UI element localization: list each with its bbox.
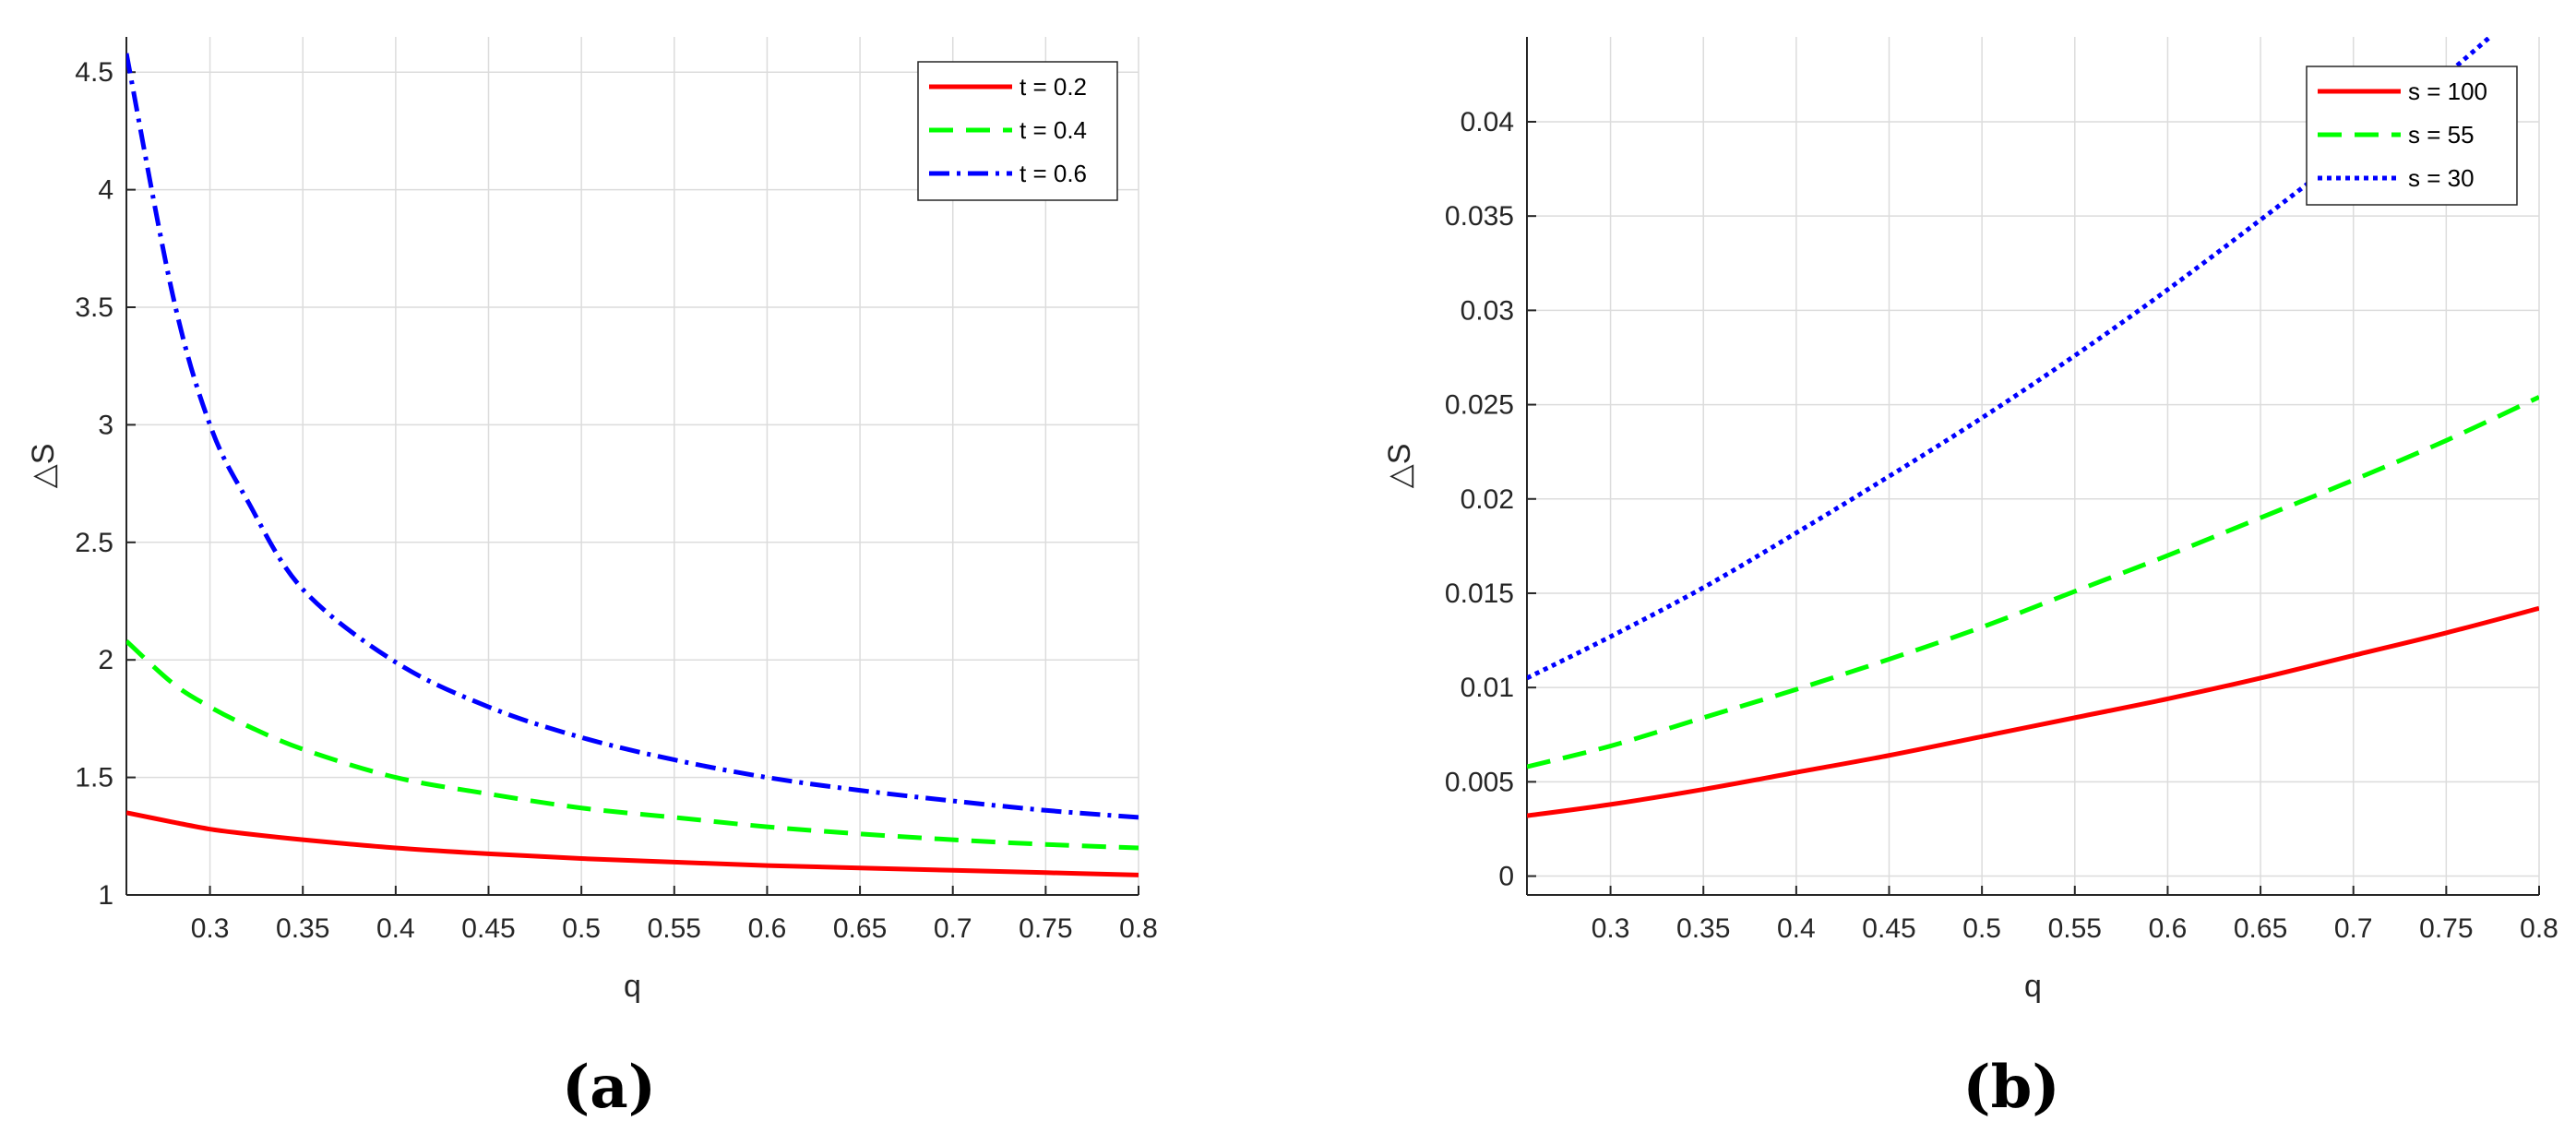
x-tick-label: 0.3 [1592, 913, 1630, 944]
x-tick-label: 0.55 [2048, 913, 2102, 944]
series-line-3 [126, 53, 1139, 820]
y-tick-label: 0.02 [1461, 484, 1514, 515]
series-line-1 [126, 810, 1139, 877]
y-tick-label: 1 [98, 880, 113, 911]
legend-label-3: s = 30 [2408, 164, 2475, 192]
x-tick-label: 0.5 [562, 913, 601, 944]
y-tick-label: 0.04 [1461, 107, 1514, 137]
x-tick-label: 0.45 [461, 913, 515, 944]
x-tick-label: 0.65 [2234, 913, 2287, 944]
legend-label-1: s = 100 [2408, 78, 2487, 105]
x-axis-label: q [624, 969, 641, 1004]
panel-label: (a) [562, 1053, 656, 1122]
x-tick-label: 0.35 [1676, 913, 1730, 944]
y-tick-label: 0.025 [1445, 390, 1514, 421]
y-axis-label: △S [26, 444, 61, 489]
x-tick-label: 0.75 [1019, 913, 1072, 944]
y-tick-label: 0.03 [1461, 295, 1514, 326]
y-tick-label: 3.5 [75, 292, 113, 323]
x-tick-label: 0.8 [2520, 913, 2558, 944]
x-tick-label: 0.6 [748, 913, 787, 944]
legend-label-2: s = 55 [2408, 121, 2475, 149]
x-tick-label: 0.4 [1777, 913, 1816, 944]
series-line-2 [1527, 395, 2539, 769]
series-line-1 [1527, 605, 2539, 818]
y-tick-label: 4 [98, 175, 113, 206]
series-line-2 [126, 638, 1139, 851]
legend: s = 100 s = 55 s = 30 [2306, 66, 2518, 206]
y-tick-label: 4.5 [75, 57, 113, 88]
y-tick-label: 2 [98, 645, 113, 675]
x-tick-label: 0.6 [2149, 913, 2188, 944]
x-tick-label: 0.7 [2334, 913, 2373, 944]
chart-b: 0.3 0.35 0.4 0.45 0.5 0.55 0.6 0.65 0.7 0.75 0.8 0 0… [1382, 37, 2558, 1122]
panel-label: (b) [1962, 1053, 2059, 1122]
y-tick-label: 0.01 [1461, 673, 1514, 703]
y-tick-label: 2.5 [75, 528, 113, 558]
x-tick-label: 0.8 [1119, 913, 1158, 944]
y-axis-label: △S [1382, 444, 1417, 489]
y-tick-label: 1.5 [75, 763, 113, 793]
x-tick-label: 0.45 [1862, 913, 1915, 944]
x-axis-label: q [2024, 969, 2042, 1004]
x-tick-label: 0.3 [191, 913, 230, 944]
x-tick-label: 0.55 [648, 913, 701, 944]
x-tick-label: 0.65 [833, 913, 887, 944]
x-tick-label: 0.7 [934, 913, 972, 944]
x-tick-label: 0.75 [2419, 913, 2473, 944]
x-tick-label: 0.5 [1962, 913, 2001, 944]
x-tick-label: 0.35 [276, 913, 329, 944]
y-tick-label: 0.005 [1445, 767, 1514, 797]
legend-label-2: t = 0.4 [1020, 116, 1087, 144]
y-tick-label: 0.015 [1445, 578, 1514, 609]
legend: t = 0.2 t = 0.4 t = 0.6 [917, 61, 1118, 201]
legend-label-3: t = 0.6 [1020, 160, 1087, 187]
x-tick-label: 0.4 [376, 913, 415, 944]
series-group [1527, 37, 2539, 818]
legend-label-1: t = 0.2 [1020, 73, 1087, 101]
series-group [126, 53, 1139, 877]
y-tick-label: 3 [98, 410, 113, 440]
series-line-3 [1527, 37, 2494, 681]
chart-a: 0.3 0.35 0.4 0.45 0.5 0.55 0.6 0.65 0.7 0.75 0.8 1 1… [26, 37, 1158, 1122]
y-tick-label: 0.035 [1445, 201, 1514, 232]
y-tick-label: 0 [1498, 862, 1514, 892]
